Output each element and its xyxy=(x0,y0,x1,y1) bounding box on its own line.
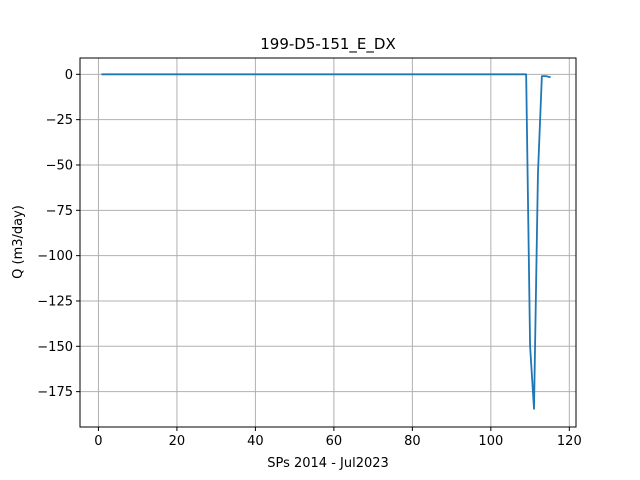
y-tick-label: −25 xyxy=(46,113,73,128)
series-line xyxy=(101,73,551,410)
grid-lines xyxy=(80,58,576,427)
y-tick-label: −175 xyxy=(37,385,73,400)
y-tick-label: −150 xyxy=(37,340,73,355)
y-tick-label: −50 xyxy=(46,158,73,173)
axis-ticks: 0 20 40 60 80 100 120 0 −25 −50 −75 −100 −125 −150 −17… xyxy=(37,68,581,449)
y-tick-label: −100 xyxy=(37,249,73,264)
x-axis-label: SPs 2014 - Jul2023 xyxy=(267,456,389,471)
x-tick-label: 20 xyxy=(169,434,186,449)
y-tick-label: −125 xyxy=(37,294,73,309)
x-tick-label: 100 xyxy=(478,434,503,449)
plot-frame xyxy=(79,57,577,428)
y-tick-label: −75 xyxy=(46,204,73,219)
chart-title: 199-D5-151_E_DX xyxy=(260,35,395,54)
x-tick-label: 0 xyxy=(94,434,102,449)
y-axis-label: Q (m3/day) xyxy=(11,205,26,279)
x-tick-label: 80 xyxy=(404,434,421,449)
x-tick-label: 60 xyxy=(326,434,343,449)
x-tick-label: 40 xyxy=(247,434,264,449)
series-layer xyxy=(101,73,551,410)
y-tick-label: 0 xyxy=(65,68,73,83)
x-tick-label: 120 xyxy=(557,434,582,449)
